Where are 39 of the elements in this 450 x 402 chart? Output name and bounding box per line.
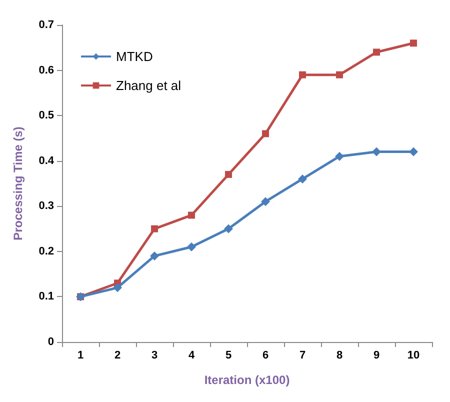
x-tick-label: 1 bbox=[77, 350, 84, 362]
point bbox=[409, 147, 418, 156]
point bbox=[188, 212, 195, 219]
x-tick-label: 5 bbox=[225, 350, 232, 362]
x-tick-label: 3 bbox=[151, 350, 158, 362]
x-tick-label: 6 bbox=[262, 350, 269, 362]
point bbox=[336, 71, 343, 78]
point bbox=[113, 283, 122, 292]
point bbox=[372, 147, 381, 156]
point bbox=[298, 174, 307, 184]
point bbox=[261, 197, 270, 206]
x-tick-label: 4 bbox=[188, 350, 196, 362]
legend-label: Zhang et al bbox=[116, 78, 182, 93]
y-tick-label: 0.1 bbox=[38, 290, 54, 303]
x-tick-label: 9 bbox=[373, 350, 380, 362]
point bbox=[299, 71, 306, 78]
x-tick-label: 2 bbox=[114, 350, 121, 362]
y-tick-label: 0 bbox=[48, 336, 54, 348]
point bbox=[410, 40, 417, 47]
point bbox=[225, 170, 232, 178]
x-tick-label: 10 bbox=[407, 350, 420, 362]
point bbox=[150, 251, 159, 260]
x-axis-title: Iteration (x100) bbox=[204, 373, 290, 387]
y-tick-label: 0.2 bbox=[38, 245, 54, 258]
y-tick-label: 0.7 bbox=[38, 19, 54, 31]
y-tick-label: 0.6 bbox=[38, 64, 54, 76]
x-tick-label: 8 bbox=[336, 350, 343, 362]
x-tick-label: 7 bbox=[299, 350, 306, 362]
y-tick-label: 0.5 bbox=[38, 110, 54, 122]
point bbox=[151, 225, 158, 232]
y-tick-label: 0.4 bbox=[38, 154, 55, 167]
point bbox=[335, 152, 344, 161]
point bbox=[187, 242, 196, 252]
y-axis-title: Processing Time (s) bbox=[11, 126, 25, 240]
legend-label: MTKD bbox=[116, 49, 153, 64]
point bbox=[373, 48, 380, 56]
point bbox=[224, 224, 233, 234]
point bbox=[262, 130, 269, 138]
y-tick-label: 0.3 bbox=[38, 200, 54, 212]
